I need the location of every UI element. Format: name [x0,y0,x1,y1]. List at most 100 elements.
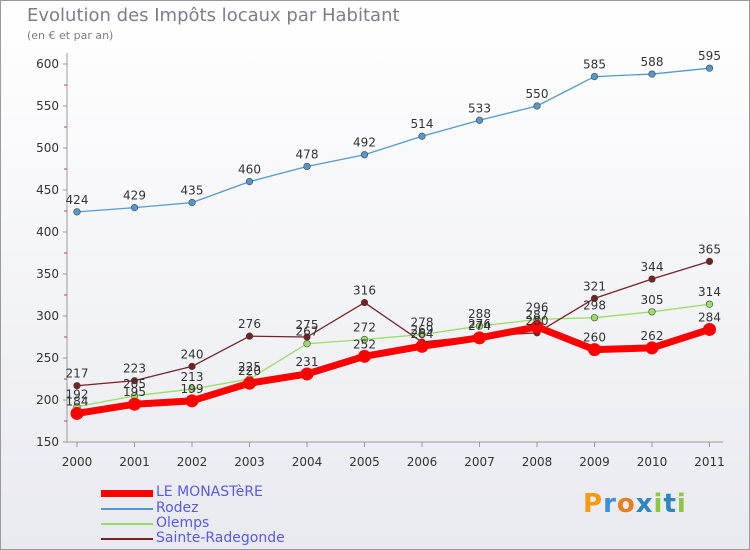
data-label: 262 [641,329,664,343]
series-line [73,323,713,417]
data-label: 344 [641,260,664,274]
data-label: 460 [238,163,261,177]
data-label: 533 [468,101,491,115]
y-tick-label: 500 [36,141,59,155]
data-point [130,204,139,212]
series-line [76,67,711,213]
data-label: 588 [641,55,664,69]
y-tick-label: 300 [36,309,59,323]
data-label: 220 [238,364,261,378]
data-point [188,199,196,207]
legend-swatch [101,508,153,510]
x-tick-label: 2009 [579,455,610,469]
data-point [73,208,81,216]
y-tick-label: 550 [36,99,59,113]
data-label: 199 [181,382,204,396]
data-label: 260 [583,331,606,345]
data-point [245,178,254,186]
data-point [705,257,714,266]
data-label: 184 [66,394,89,408]
data-point [590,72,599,81]
data-label: 492 [353,136,376,150]
data-point [530,320,544,334]
data-point [303,333,311,341]
y-tick-label: 200 [36,393,59,407]
data-label: 272 [353,321,376,335]
data-label: 305 [641,293,664,307]
legend-swatch [101,523,153,525]
data-point [418,330,426,339]
data-point [588,343,601,357]
data-point [73,382,81,390]
x-tick-label: 2005 [349,455,380,469]
data-point [300,367,314,381]
data-point [645,341,659,355]
y-tick-label: 150 [36,435,59,449]
x-tick-label: 2000 [62,455,93,469]
x-tick-label: 2004 [292,455,323,469]
data-point [185,394,199,408]
data-label: 240 [181,347,204,361]
x-tick-label: 2003 [234,455,265,469]
data-label: 192 [66,388,89,402]
data-point [705,300,714,308]
proxiti-logo: Proxiti [583,489,687,519]
legend-label: Olemps [156,515,210,531]
x-tick-label: 2006 [407,455,438,469]
data-point [360,298,369,307]
data-point [648,275,656,283]
legend-label: Rodez [156,500,199,516]
chart-subtitle: (en € et par an) [27,29,114,42]
data-point [360,151,369,159]
data-point [475,322,484,330]
data-point [243,376,256,390]
data-label: 298 [583,299,606,313]
data-point [360,335,369,344]
data-point [648,308,656,316]
logo-letter: t [663,489,677,519]
data-label: 252 [353,337,376,351]
data-label: 225 [238,360,261,374]
data-point [245,332,254,340]
data-point [415,339,429,353]
data-point [475,116,484,124]
legend-swatch [101,490,153,497]
data-label: 435 [181,184,204,198]
y-tick-label: 350 [36,267,59,281]
data-label: 275 [296,318,319,332]
data-label: 429 [123,189,146,203]
data-point [648,70,656,78]
y-tick-label: 600 [36,57,59,71]
data-label: 274 [468,319,491,333]
logo-letter: P [583,489,604,519]
data-point [533,102,541,110]
data-label: 550 [526,87,549,101]
data-label: 217 [66,367,89,381]
series-line [76,303,711,408]
data-point [473,331,486,345]
data-point [705,64,714,72]
data-point [590,314,599,322]
data-point [590,294,599,302]
logo-letter: x [635,489,654,519]
data-label: 585 [583,58,606,72]
data-label: 213 [181,370,204,384]
data-point [303,340,311,348]
data-label: 296 [526,300,549,314]
y-tick-label: 450 [36,183,59,197]
series-line [76,260,711,387]
x-tick-label: 2002 [177,455,208,469]
legend-label: Sainte-Radegonde [156,530,285,546]
x-tick-label: 2010 [637,455,668,469]
data-label: 280 [526,314,549,328]
x-tick-label: 2011 [694,455,725,469]
data-label: 321 [583,279,606,293]
data-label: 314 [698,285,721,299]
data-point [358,349,371,363]
x-tick-label: 2007 [464,455,495,469]
data-label: 278 [411,315,434,329]
data-label: 365 [698,242,721,256]
data-label: 316 [353,284,376,298]
data-label: 264 [411,327,434,341]
